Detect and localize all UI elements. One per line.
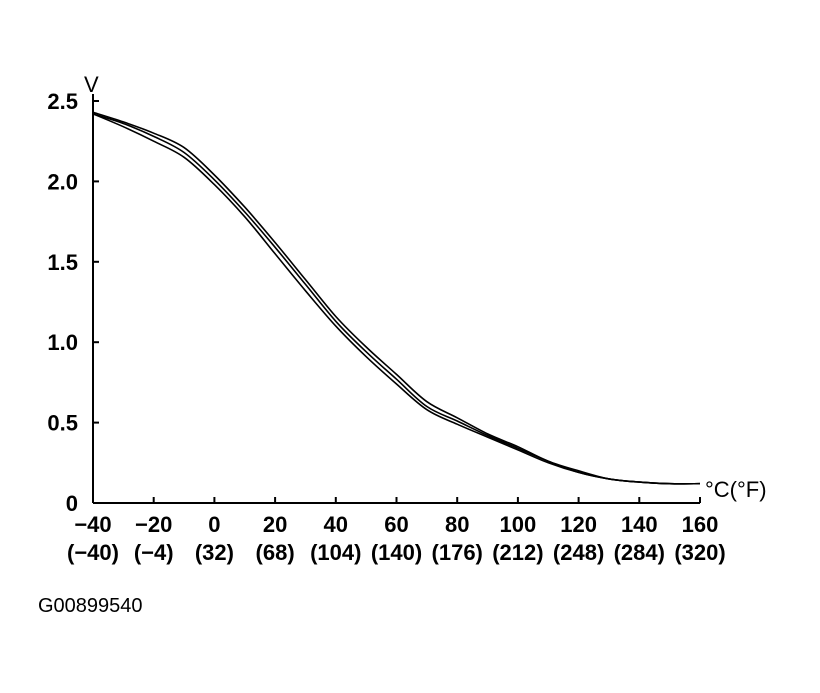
- x-tick-label-fahrenheit: (248): [553, 540, 604, 565]
- y-tick-label: 2.5: [47, 89, 78, 114]
- x-tick-label-fahrenheit: (104): [310, 540, 361, 565]
- x-tick-label-celsius: 80: [445, 512, 469, 537]
- axes: [92, 94, 701, 504]
- x-tick-label-fahrenheit: (−40): [67, 540, 119, 565]
- series-line-2: [92, 113, 701, 485]
- x-tick-label-celsius: −40: [74, 512, 111, 537]
- x-axis-label: °C(°F): [705, 477, 767, 502]
- y-tick-label: 2.0: [47, 169, 78, 194]
- y-axis-label: V: [84, 72, 99, 97]
- x-tick-label-celsius: 120: [560, 512, 597, 537]
- x-tick-label-celsius: 160: [682, 512, 719, 537]
- x-tick-labels: −40 (−40) −20 (−4) 0 (32) 20 (68) 40 (104) 60 (140)…: [67, 512, 726, 565]
- figure-code: G00899540: [38, 595, 143, 617]
- y-tick-label: 1.0: [47, 330, 78, 355]
- x-tick-label-celsius: 140: [621, 512, 658, 537]
- x-tick-label-fahrenheit: (320): [674, 540, 725, 565]
- series-lines: [92, 111, 701, 485]
- series-line-1: [92, 113, 701, 485]
- x-tick-label-celsius: −20: [135, 512, 172, 537]
- y-tick-label: 1.5: [47, 250, 78, 275]
- x-tick-label-fahrenheit: (32): [195, 540, 234, 565]
- x-tick-label-celsius: 20: [263, 512, 287, 537]
- x-tick-label-fahrenheit: (140): [371, 540, 422, 565]
- x-tick-label-fahrenheit: (176): [432, 540, 483, 565]
- x-tick-label-celsius: 100: [500, 512, 537, 537]
- x-tick-label-fahrenheit: (−4): [134, 540, 174, 565]
- y-tick-label: 0: [66, 491, 78, 516]
- x-tick-label-fahrenheit: (212): [492, 540, 543, 565]
- x-tick-label-celsius: 40: [324, 512, 348, 537]
- x-tick-label-celsius: 60: [384, 512, 408, 537]
- x-tick-label-celsius: 0: [208, 512, 220, 537]
- x-tick-label-fahrenheit: (68): [256, 540, 295, 565]
- y-tick-label: 0.5: [47, 411, 78, 436]
- x-tick-label-fahrenheit: (284): [614, 540, 665, 565]
- series-line-3: [92, 111, 701, 485]
- y-tick-labels: 0 0.5 1.0 1.5 2.0 2.5: [47, 89, 78, 516]
